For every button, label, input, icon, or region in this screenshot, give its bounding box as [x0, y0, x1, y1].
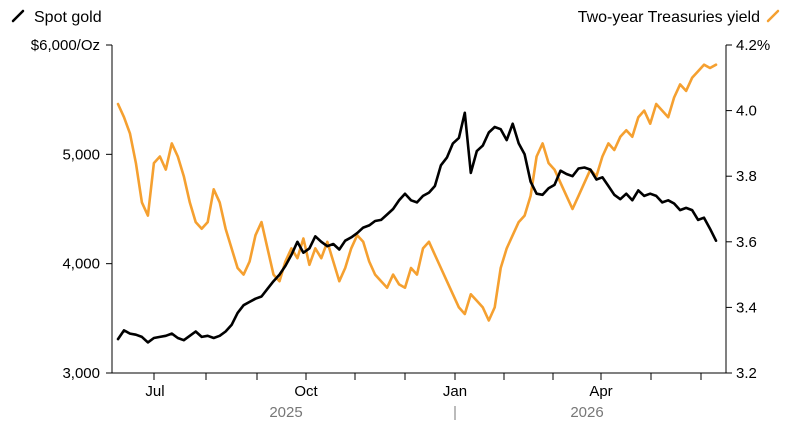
- left-tick-label: 3,000: [62, 365, 100, 382]
- legend-left: Spot gold: [11, 9, 102, 26]
- treasury-yield-line: [116, 63, 718, 322]
- legend-right-label: Two-year Treasuries yield: [578, 9, 760, 26]
- left-tick-label: 5,000: [62, 146, 100, 163]
- legend-right: Two-year Treasuries yield: [578, 9, 780, 26]
- legend-right-swatch: [766, 9, 780, 23]
- x-month-label: Jan: [443, 383, 467, 400]
- right-tick-label: 4.0: [736, 103, 757, 120]
- series-layer: [116, 63, 718, 344]
- x-axis-ticks: Jul Oct Jan Apr 2025 2026: [145, 373, 702, 421]
- right-axis-ticks: 3.2 3.4 3.6 3.8 4.0 4.2%: [726, 37, 770, 382]
- x-year-label: 2026: [570, 404, 603, 421]
- right-tick-label: 3.8: [736, 168, 757, 185]
- legend-left-label: Spot gold: [34, 9, 102, 26]
- right-tick-label: 4.2%: [736, 37, 770, 54]
- x-month-label: Apr: [589, 383, 612, 400]
- x-year-label: 2025: [269, 404, 302, 421]
- right-tick-label: 3.4: [736, 299, 757, 316]
- spot-gold-line: [116, 111, 718, 344]
- left-axis-ticks: 3,000 4,000 5,000 $6,000/Oz: [31, 37, 112, 382]
- x-month-label: Oct: [294, 383, 318, 400]
- right-tick-label: 3.2: [736, 365, 757, 382]
- legend-left-swatch: [11, 9, 25, 23]
- right-tick-label: 3.6: [736, 234, 757, 251]
- left-tick-label: 4,000: [62, 256, 100, 273]
- left-tick-label: $6,000/Oz: [31, 37, 100, 54]
- x-month-label: Jul: [145, 383, 164, 400]
